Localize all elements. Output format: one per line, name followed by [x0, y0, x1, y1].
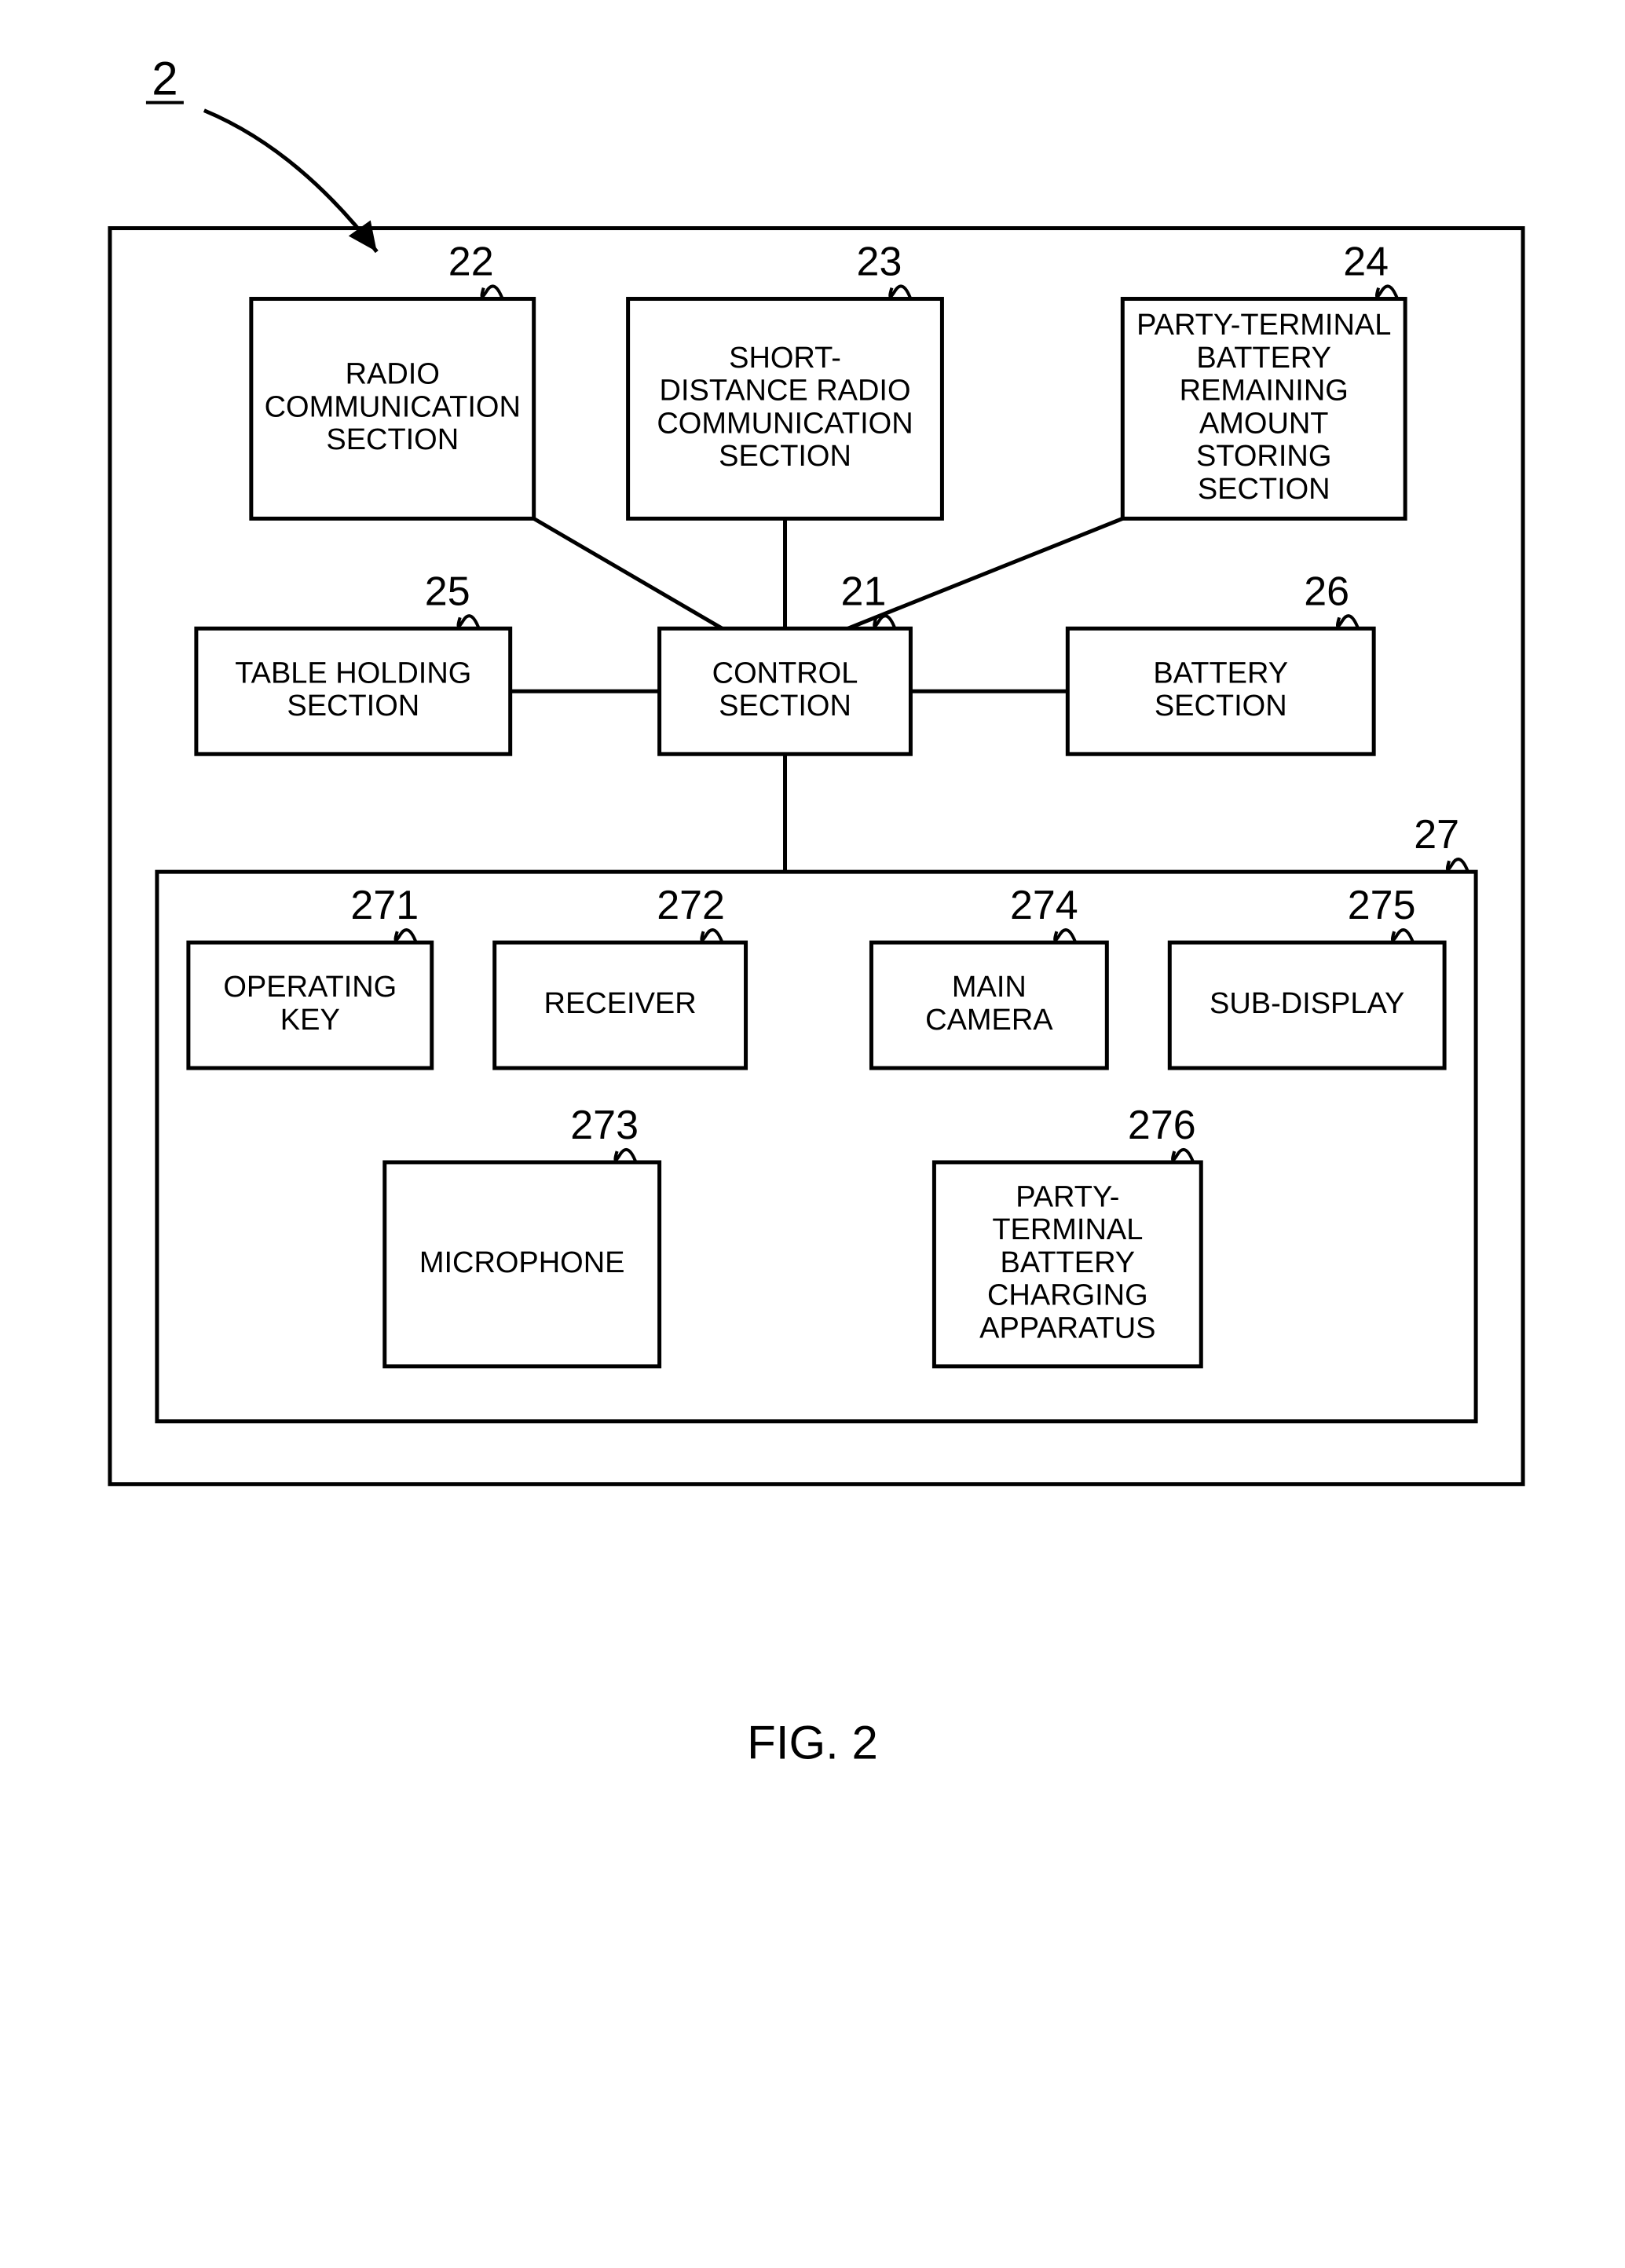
svg-text:RADIO: RADIO: [346, 358, 440, 391]
svg-text:BATTERY: BATTERY: [1001, 1246, 1136, 1279]
ref-25: 25: [425, 569, 470, 614]
svg-text:PARTY-TERMINAL: PARTY-TERMINAL: [1136, 309, 1391, 342]
ref-271: 271: [350, 883, 419, 928]
svg-text:MAIN: MAIN: [952, 971, 1027, 1004]
system-ref-arrow: [204, 111, 377, 252]
svg-text:SECTION: SECTION: [287, 690, 419, 722]
svg-text:DISTANCE RADIO: DISTANCE RADIO: [660, 375, 911, 408]
svg-text:REMAINING: REMAINING: [1180, 375, 1349, 408]
svg-text:COMMUNICATION: COMMUNICATION: [657, 407, 913, 440]
svg-text:OPERATING: OPERATING: [223, 971, 397, 1004]
svg-text:SHORT-: SHORT-: [729, 342, 841, 375]
svg-text:TERMINAL: TERMINAL: [992, 1213, 1143, 1246]
svg-text:SECTION: SECTION: [719, 690, 851, 722]
svg-text:SECTION: SECTION: [1155, 690, 1287, 722]
svg-text:TABLE HOLDING: TABLE HOLDING: [235, 657, 471, 690]
ref-274: 274: [1010, 883, 1078, 928]
connection-2: [847, 518, 1122, 628]
ref-272: 272: [657, 883, 725, 928]
system-ref-label: 2: [152, 53, 178, 105]
ref-276: 276: [1128, 1103, 1196, 1148]
svg-text:BATTERY: BATTERY: [1196, 342, 1331, 375]
svg-text:CHARGING: CHARGING: [987, 1279, 1148, 1312]
svg-text:SECTION: SECTION: [326, 423, 459, 456]
svg-text:STORING: STORING: [1196, 440, 1331, 473]
ref-275: 275: [1348, 883, 1416, 928]
ref-22: 22: [448, 240, 494, 285]
svg-text:KEY: KEY: [280, 1004, 340, 1037]
svg-text:CAMERA: CAMERA: [925, 1004, 1053, 1037]
ref-23: 23: [857, 240, 902, 285]
ref-26: 26: [1304, 569, 1349, 614]
svg-text:SECTION: SECTION: [1198, 473, 1330, 506]
svg-text:RECEIVER: RECEIVER: [544, 987, 697, 1020]
svg-text:AMOUNT: AMOUNT: [1199, 407, 1329, 440]
ref-24: 24: [1343, 240, 1389, 285]
svg-text:MICROPHONE: MICROPHONE: [419, 1246, 625, 1279]
ref-273: 273: [570, 1103, 639, 1148]
figure-caption: FIG. 2: [747, 1717, 878, 1769]
ref-21: 21: [841, 569, 887, 614]
svg-text:APPARATUS: APPARATUS: [979, 1312, 1155, 1345]
svg-text:PARTY-: PARTY-: [1016, 1180, 1119, 1213]
svg-text:CONTROL: CONTROL: [712, 657, 858, 690]
svg-text:SECTION: SECTION: [719, 440, 851, 473]
svg-text:BATTERY: BATTERY: [1153, 657, 1288, 690]
svg-text:COMMUNICATION: COMMUNICATION: [265, 390, 521, 423]
ref-27: 27: [1414, 812, 1459, 858]
connection-1: [534, 518, 723, 628]
svg-text:SUB-DISPLAY: SUB-DISPLAY: [1210, 987, 1404, 1020]
